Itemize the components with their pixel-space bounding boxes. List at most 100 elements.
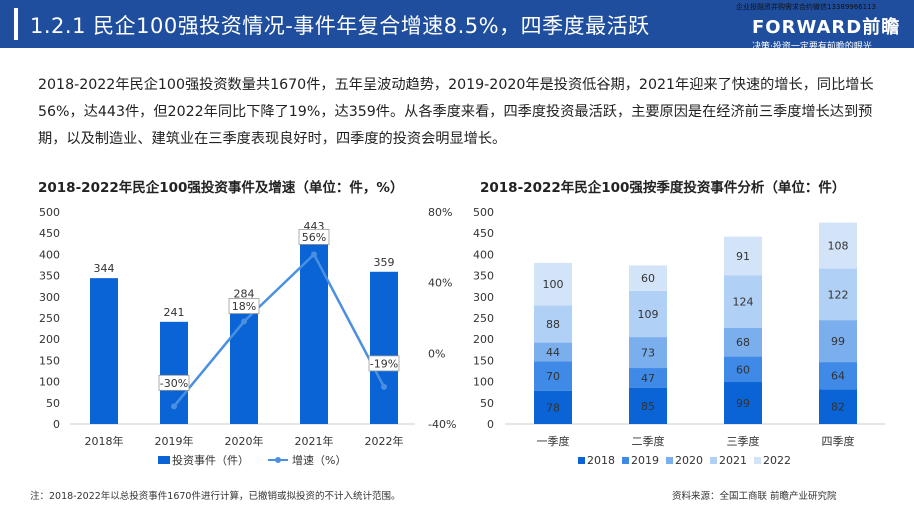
y-tick-label: 0	[53, 418, 60, 431]
y-tick-label: 250	[39, 312, 60, 325]
growth-data-label: -30%	[160, 377, 188, 390]
bar-data-label: 284	[234, 288, 255, 301]
growth-point	[311, 251, 317, 258]
legend-label: 投资事件（件）	[172, 453, 249, 467]
segment-data-label: 70	[546, 370, 560, 383]
y-tick-label: 300	[39, 291, 60, 304]
x-tick-label: 2018年	[85, 434, 124, 448]
stacked-bar-segment	[629, 265, 667, 291]
stacked-bar-segment	[534, 342, 572, 362]
stacked-bar-segment	[819, 389, 857, 424]
y-tick-label: 150	[473, 354, 494, 367]
legend-swatch-bar	[158, 456, 170, 464]
segment-data-label: 44	[546, 346, 560, 359]
segment-data-label: 85	[641, 400, 655, 413]
y-tick-label: 250	[473, 312, 494, 325]
chart1-title: 2018-2022年民企100强投资事件及增速（单位：件，%）	[38, 180, 404, 196]
y-tick-label: 500	[39, 206, 60, 219]
legend-swatch-point	[275, 457, 281, 463]
segment-data-label: 60	[641, 272, 655, 285]
segment-data-label: 91	[736, 250, 750, 263]
stacked-bar-segment	[724, 356, 762, 383]
legend-label: 2020	[675, 454, 703, 467]
stacked-bar-segment	[724, 236, 762, 276]
stacked-bar-segment	[534, 305, 572, 343]
x-tick-label: 二季度	[632, 434, 665, 448]
stacked-bar-segment	[724, 275, 762, 328]
stacked-bar-segment	[629, 368, 667, 388]
stacked-bar-segment	[534, 262, 572, 306]
growth-point	[381, 383, 387, 390]
segment-data-label: 68	[736, 336, 750, 349]
stacked-bar-segment	[819, 362, 857, 390]
stacked-bar-segment	[534, 390, 572, 424]
legend-label: 2018	[587, 454, 615, 467]
stacked-bar-segment	[819, 268, 857, 321]
stacked-bar-segment	[724, 382, 762, 424]
legend-label: 2019	[631, 454, 659, 467]
y-tick-label: 150	[39, 354, 60, 367]
y2-tick-label: -40%	[428, 418, 456, 431]
y-tick-label: 400	[473, 248, 494, 261]
bar-data-label: 241	[164, 306, 185, 319]
stacked-bar-segment	[819, 222, 857, 269]
y2-tick-label: 0%	[428, 347, 445, 360]
y-tick-label: 200	[473, 333, 494, 346]
x-tick-label: 2021年	[295, 434, 334, 448]
segment-data-label: 109	[638, 308, 659, 321]
growth-label-box	[158, 374, 190, 391]
stacked-bar-segment	[534, 361, 572, 391]
bar	[370, 271, 398, 424]
legend-swatch	[754, 457, 761, 464]
y-tick-label: 50	[46, 397, 60, 410]
legend-label: 2022	[763, 454, 791, 467]
segment-data-label: 99	[736, 397, 750, 410]
segment-data-label: 99	[831, 335, 845, 348]
growth-point	[241, 318, 247, 325]
segment-data-label: 47	[641, 372, 655, 385]
y-tick-label: 450	[473, 227, 494, 240]
segment-data-label: 78	[546, 401, 560, 414]
x-tick-label: 一季度	[537, 434, 570, 448]
segment-data-label: 124	[733, 295, 754, 308]
growth-line	[173, 252, 386, 408]
segment-data-label: 73	[641, 347, 655, 360]
x-tick-label: 四季度	[822, 434, 855, 448]
x-tick-label: 三季度	[727, 434, 760, 448]
page-title: 1.2.1 民企100强投资情况-事件年复合增速8.5%，四季度最活跃	[30, 14, 650, 38]
y-tick-label: 300	[473, 291, 494, 304]
segment-data-label: 88	[546, 318, 560, 331]
bar-data-label: 359	[374, 256, 395, 269]
bar	[300, 236, 328, 424]
y-tick-label: 450	[39, 227, 60, 240]
growth-data-label: 56%	[302, 231, 326, 244]
legend-label: 增速（%）	[292, 453, 346, 467]
source: 资料来源：全国工商联 前瞻产业研究院	[672, 491, 837, 502]
footnote: 注：2018-2022年以总投资事件1670件进行计算，已撤销或拟投资的不计入统…	[30, 491, 401, 502]
y2-tick-label: 80%	[428, 206, 452, 219]
logo-note: 企业投融资并购需求合约微信13389966113	[736, 3, 876, 11]
segment-data-label: 64	[831, 370, 845, 383]
growth-label-box	[368, 355, 400, 372]
stacked-bar-segment	[819, 320, 857, 363]
logo-brand: FORWARD前瞻	[752, 17, 901, 38]
y-tick-label: 100	[473, 376, 494, 389]
legend-swatch	[710, 457, 717, 464]
y2-tick-label: 40%	[428, 277, 452, 290]
legend-swatch	[578, 457, 585, 464]
legend-swatch	[622, 457, 629, 464]
x-tick-label: 2019年	[155, 434, 194, 448]
legend-label: 2021	[719, 454, 747, 467]
y-tick-label: 0	[487, 418, 494, 431]
x-tick-label: 2020年	[225, 434, 264, 448]
header-accent	[14, 8, 18, 40]
growth-point	[171, 403, 177, 410]
legend-swatch	[666, 457, 673, 464]
bar	[90, 278, 118, 424]
growth-data-label: -19%	[370, 357, 398, 370]
y-tick-label: 100	[39, 376, 60, 389]
stacked-bar-segment	[629, 387, 667, 424]
y-tick-label: 350	[473, 270, 494, 283]
y-tick-label: 50	[480, 397, 494, 410]
